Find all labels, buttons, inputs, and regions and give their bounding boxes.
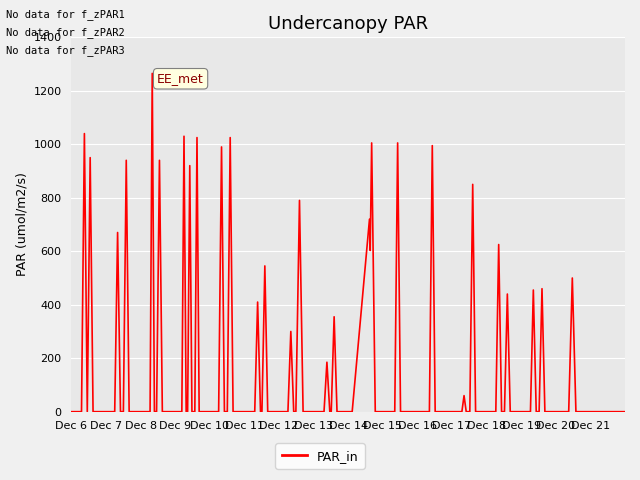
- Legend: PAR_in: PAR_in: [275, 444, 365, 469]
- Text: EE_met: EE_met: [157, 72, 204, 85]
- Text: No data for f_zPAR2: No data for f_zPAR2: [6, 27, 125, 38]
- Y-axis label: PAR (umol/m2/s): PAR (umol/m2/s): [15, 173, 28, 276]
- Text: No data for f_zPAR3: No data for f_zPAR3: [6, 45, 125, 56]
- Title: Undercanopy PAR: Undercanopy PAR: [268, 15, 428, 33]
- Text: No data for f_zPAR1: No data for f_zPAR1: [6, 9, 125, 20]
